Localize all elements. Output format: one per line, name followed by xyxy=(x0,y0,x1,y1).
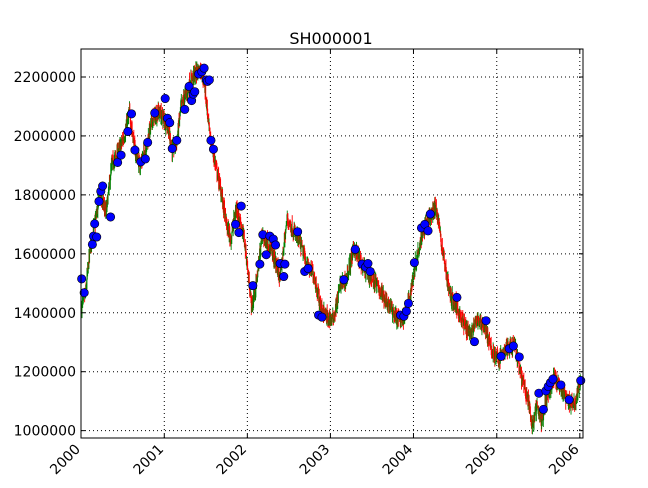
y-axis: 1000000 1200000 1400000 1600000 1800000 20000… xyxy=(14,70,583,440)
y-tick-label: 1800000 xyxy=(14,188,76,204)
data-marker xyxy=(98,181,108,191)
chart-title: SH000001 xyxy=(289,29,372,48)
data-marker xyxy=(130,145,140,155)
data-marker xyxy=(548,374,558,384)
y-tick-label: 1200000 xyxy=(14,365,76,381)
data-marker xyxy=(234,228,244,238)
data-marker xyxy=(184,81,194,91)
data-marker xyxy=(180,104,190,114)
data-marker xyxy=(79,288,89,298)
plot-frame xyxy=(80,48,584,439)
data-marker xyxy=(127,109,137,119)
data-marker xyxy=(206,135,216,145)
data-marker xyxy=(409,258,419,268)
y-tick-label: 1600000 xyxy=(14,247,76,263)
data-marker xyxy=(116,150,126,160)
data-marker xyxy=(425,209,435,219)
data-marker xyxy=(538,404,548,414)
data-marker xyxy=(423,226,433,236)
data-marker xyxy=(199,63,209,73)
data-marker xyxy=(363,259,373,269)
data-marker xyxy=(150,108,160,118)
data-marker xyxy=(92,232,102,242)
data-marker xyxy=(556,380,566,390)
data-marker xyxy=(469,337,479,347)
y-tick-label: 1000000 xyxy=(14,424,76,440)
data-marker xyxy=(204,75,214,85)
scatter-markers xyxy=(77,63,586,414)
data-marker xyxy=(190,87,200,97)
data-marker xyxy=(255,259,265,269)
y-tick-label: 1400000 xyxy=(14,306,76,322)
data-marker xyxy=(236,201,246,211)
data-marker xyxy=(106,212,116,222)
data-marker xyxy=(167,144,177,154)
data-marker xyxy=(140,154,150,164)
y-tick-label: 2200000 xyxy=(14,70,76,86)
data-marker xyxy=(350,244,360,254)
data-marker xyxy=(317,312,327,322)
data-marker xyxy=(208,144,218,154)
data-marker xyxy=(77,274,87,284)
y-tick-label: 2000000 xyxy=(14,129,76,145)
data-marker xyxy=(481,316,491,326)
data-marker xyxy=(293,227,303,237)
data-marker xyxy=(87,239,97,249)
data-marker xyxy=(279,272,289,282)
data-marker xyxy=(365,266,375,276)
data-marker xyxy=(496,351,506,361)
data-marker xyxy=(280,259,290,269)
data-marker xyxy=(261,250,271,260)
data-marker xyxy=(401,306,411,316)
data-marker xyxy=(160,94,170,104)
data-marker xyxy=(576,376,586,386)
data-marker xyxy=(271,240,281,250)
data-marker xyxy=(172,135,182,145)
data-marker xyxy=(339,275,349,285)
data-marker xyxy=(403,298,413,308)
data-marker xyxy=(231,219,241,229)
data-marker xyxy=(94,196,104,206)
data-marker xyxy=(113,157,123,167)
data-marker xyxy=(123,127,133,137)
data-marker xyxy=(564,395,574,405)
data-marker xyxy=(165,118,175,128)
data-marker xyxy=(508,341,518,351)
data-marker xyxy=(452,292,462,302)
data-marker xyxy=(514,352,524,362)
data-marker xyxy=(248,281,258,291)
data-marker xyxy=(303,264,313,274)
data-marker xyxy=(143,137,153,147)
data-marker xyxy=(90,219,100,229)
